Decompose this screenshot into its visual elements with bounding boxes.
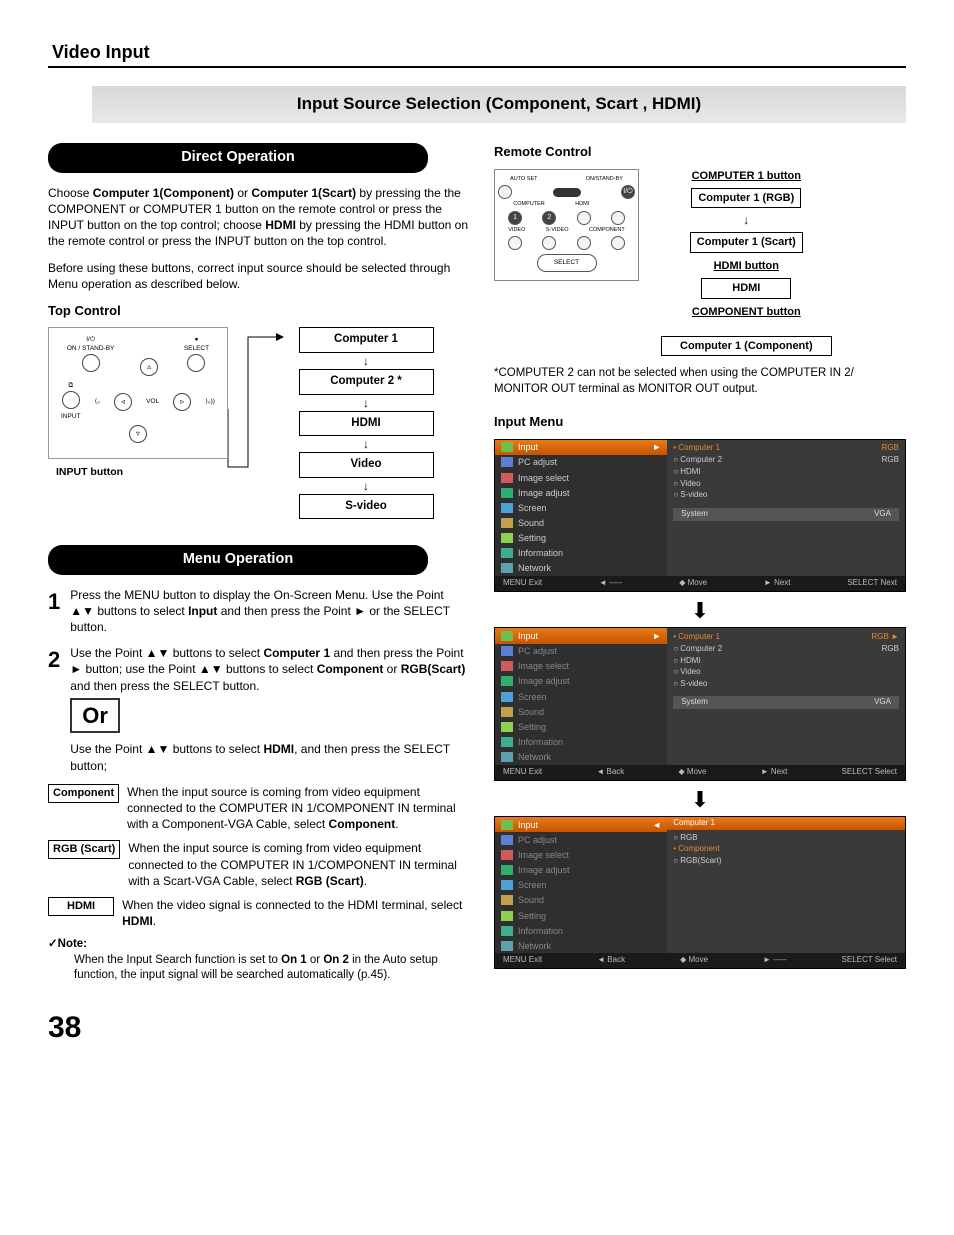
page-number: 38 xyxy=(48,1008,906,1049)
step-1: 1 Press the MENU button to display the O… xyxy=(48,587,468,636)
page-banner: Input Source Selection (Component, Scart… xyxy=(92,86,906,123)
flow-computer1: Computer 1 xyxy=(299,327,434,353)
top-control-heading: Top Control xyxy=(48,302,468,320)
remote-diagram: AUTO SET ON/STAND-BY I/⏻ COMPUTERHDMI 1 … xyxy=(494,169,639,281)
or-label: Or xyxy=(70,698,120,734)
menu-screenshot-3: Input ◄PC adjustImage selectImage adjust… xyxy=(494,816,906,969)
input-button-label: INPUT button xyxy=(56,465,123,479)
input-flow-list: Computer 1 ↓ Computer 2 * ↓ HDMI ↓ Video… xyxy=(286,327,446,519)
def-component: Component When the input source is comin… xyxy=(48,784,468,833)
def-rgb-scart: RGB (Scart) When the input source is com… xyxy=(48,840,468,889)
direct-operation-heading: Direct Operation xyxy=(48,143,428,173)
remote-labels: COMPUTER 1 button Computer 1 (RGB) ↓ Com… xyxy=(661,169,832,356)
flow-hdmi: HDMI xyxy=(299,411,434,437)
down-arrow-icon: ⬇ xyxy=(494,785,906,815)
note-body: When the Input Search function is set to… xyxy=(74,953,468,984)
flow-svideo: S-video xyxy=(299,494,434,520)
down-arrow-icon: ⬇ xyxy=(494,596,906,626)
flow-video: Video xyxy=(299,452,434,478)
input-menu-heading: Input Menu xyxy=(494,413,906,431)
intro-paragraph-2: Before using these buttons, correct inpu… xyxy=(48,260,468,292)
menu-screenshot-2: Input ►PC adjustImage selectImage adjust… xyxy=(494,627,906,780)
note-title: ✓Note: xyxy=(48,937,468,953)
intro-paragraph-1: Choose Computer 1(Component) or Computer… xyxy=(48,185,468,250)
flow-connector xyxy=(226,327,286,477)
menu-screenshot-1: Input ►PC adjustImage selectImage adjust… xyxy=(494,439,906,592)
section-header: Video Input xyxy=(48,40,906,68)
step-2: 2 Use the Point ▲▼ buttons to select Com… xyxy=(48,645,468,774)
flow-computer2: Computer 2 * xyxy=(299,369,434,395)
def-hdmi: HDMI When the video signal is connected … xyxy=(48,897,468,929)
top-control-panel: I/⏻ ON / STAND-BY ▵ ● SELECT xyxy=(48,327,228,458)
menu-operation-heading: Menu Operation xyxy=(48,545,428,575)
remote-footnote: *COMPUTER 2 can not be selected when usi… xyxy=(494,366,906,397)
remote-control-heading: Remote Control xyxy=(494,143,906,161)
